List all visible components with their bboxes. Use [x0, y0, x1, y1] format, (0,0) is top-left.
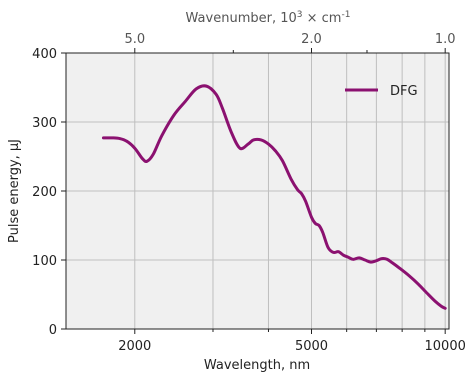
- top-tick-label: 5.0: [124, 32, 145, 47]
- top-axis-title: Wavenumber, 103 × cm-1: [186, 10, 351, 26]
- top-tick-label: 2.0: [301, 32, 322, 47]
- y-tick-label: 300: [32, 116, 57, 131]
- x-tick-label: 5000: [295, 339, 328, 354]
- y-tick-label: 0: [49, 323, 57, 338]
- x-axis-title: Wavelength, nm: [204, 358, 310, 373]
- series-line-dfg: [101, 84, 447, 310]
- legend-label: DFG: [390, 84, 418, 99]
- top-tick-label: 1.0: [435, 32, 456, 47]
- y-tick-label: 200: [32, 185, 57, 200]
- legend: DFG: [345, 84, 418, 99]
- x-tick-label: 10000: [425, 339, 465, 354]
- tick-layer: 0 100 200 300 400 2000 5000 10000 5.0 2.0 1.0: [32, 32, 465, 354]
- y-axis-title: Pulse energy, μJ: [7, 139, 22, 243]
- series-layer: [101, 84, 447, 310]
- y-tick-label: 400: [32, 47, 57, 62]
- x-tick-label: 2000: [118, 339, 151, 354]
- y-tick-label: 100: [32, 254, 57, 269]
